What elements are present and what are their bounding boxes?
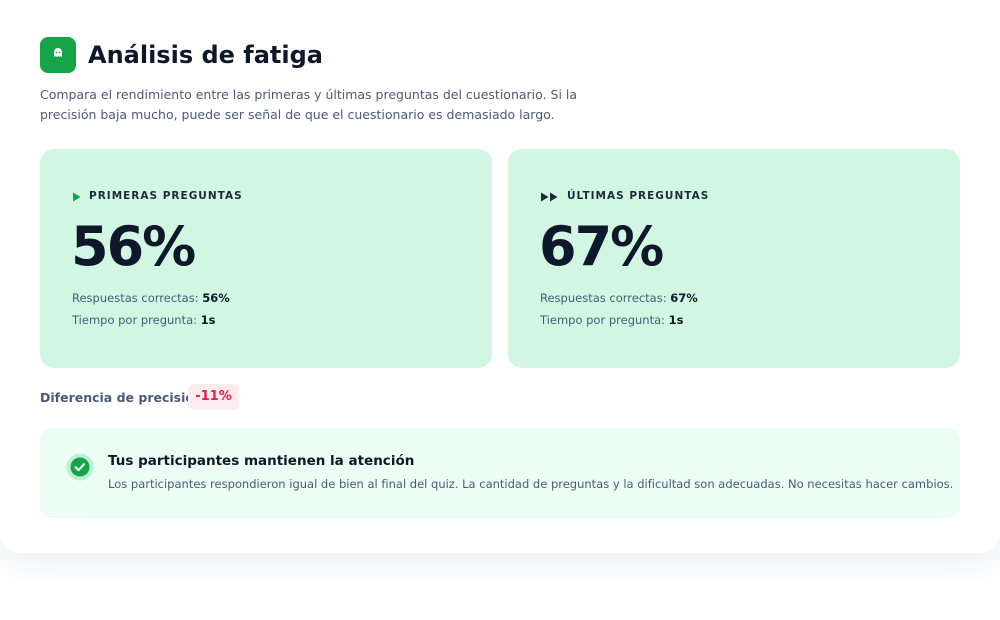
label: Respuestas correctas:: [540, 291, 667, 305]
value: 1s: [200, 313, 216, 327]
card: PRIMERAS PREGUNTAS 56% Respuestas correc…: [40, 149, 492, 368]
card-line: Respuestas correctas: 56%: [72, 291, 230, 305]
card-label: PRIMERAS PREGUNTAS: [89, 190, 243, 202]
value: 56%: [202, 291, 230, 305]
logo-icon: [54, 48, 62, 57]
card-value: 67%: [539, 215, 664, 278]
card-line: Respuestas correctas: 67%: [540, 291, 698, 305]
card-value: 56%: [71, 215, 196, 278]
label: Tiempo por pregunta:: [540, 313, 666, 327]
description: Compara el rendimiento entre las primera…: [40, 87, 578, 122]
check-icon: [66, 453, 94, 481]
notice-title: Tus participantes mantienen la atención: [108, 453, 415, 469]
difference-label: Diferencia de precisión: [40, 390, 203, 405]
value: 67%: [670, 291, 698, 305]
card: ÚLTIMAS PREGUNTAS 67% Respuestas correct…: [508, 149, 960, 368]
label: Respuestas correctas:: [72, 291, 199, 305]
label: Tiempo por pregunta:: [72, 313, 198, 327]
value: 1s: [668, 313, 684, 327]
forward-icon: [541, 192, 558, 202]
card-label: ÚLTIMAS PREGUNTAS: [567, 190, 710, 202]
logo: [40, 37, 76, 73]
notice-text: Los participantes respondieron igual de …: [108, 477, 954, 491]
play-icon: [73, 192, 81, 202]
card-line: Tiempo por pregunta: 1s: [540, 313, 684, 327]
notice: Tus participantes mantienen la atención …: [40, 428, 960, 518]
title: Análisis de fatiga: [88, 41, 323, 69]
difference-badge: -11%: [188, 384, 239, 410]
card-line: Tiempo por pregunta: 1s: [72, 313, 216, 327]
